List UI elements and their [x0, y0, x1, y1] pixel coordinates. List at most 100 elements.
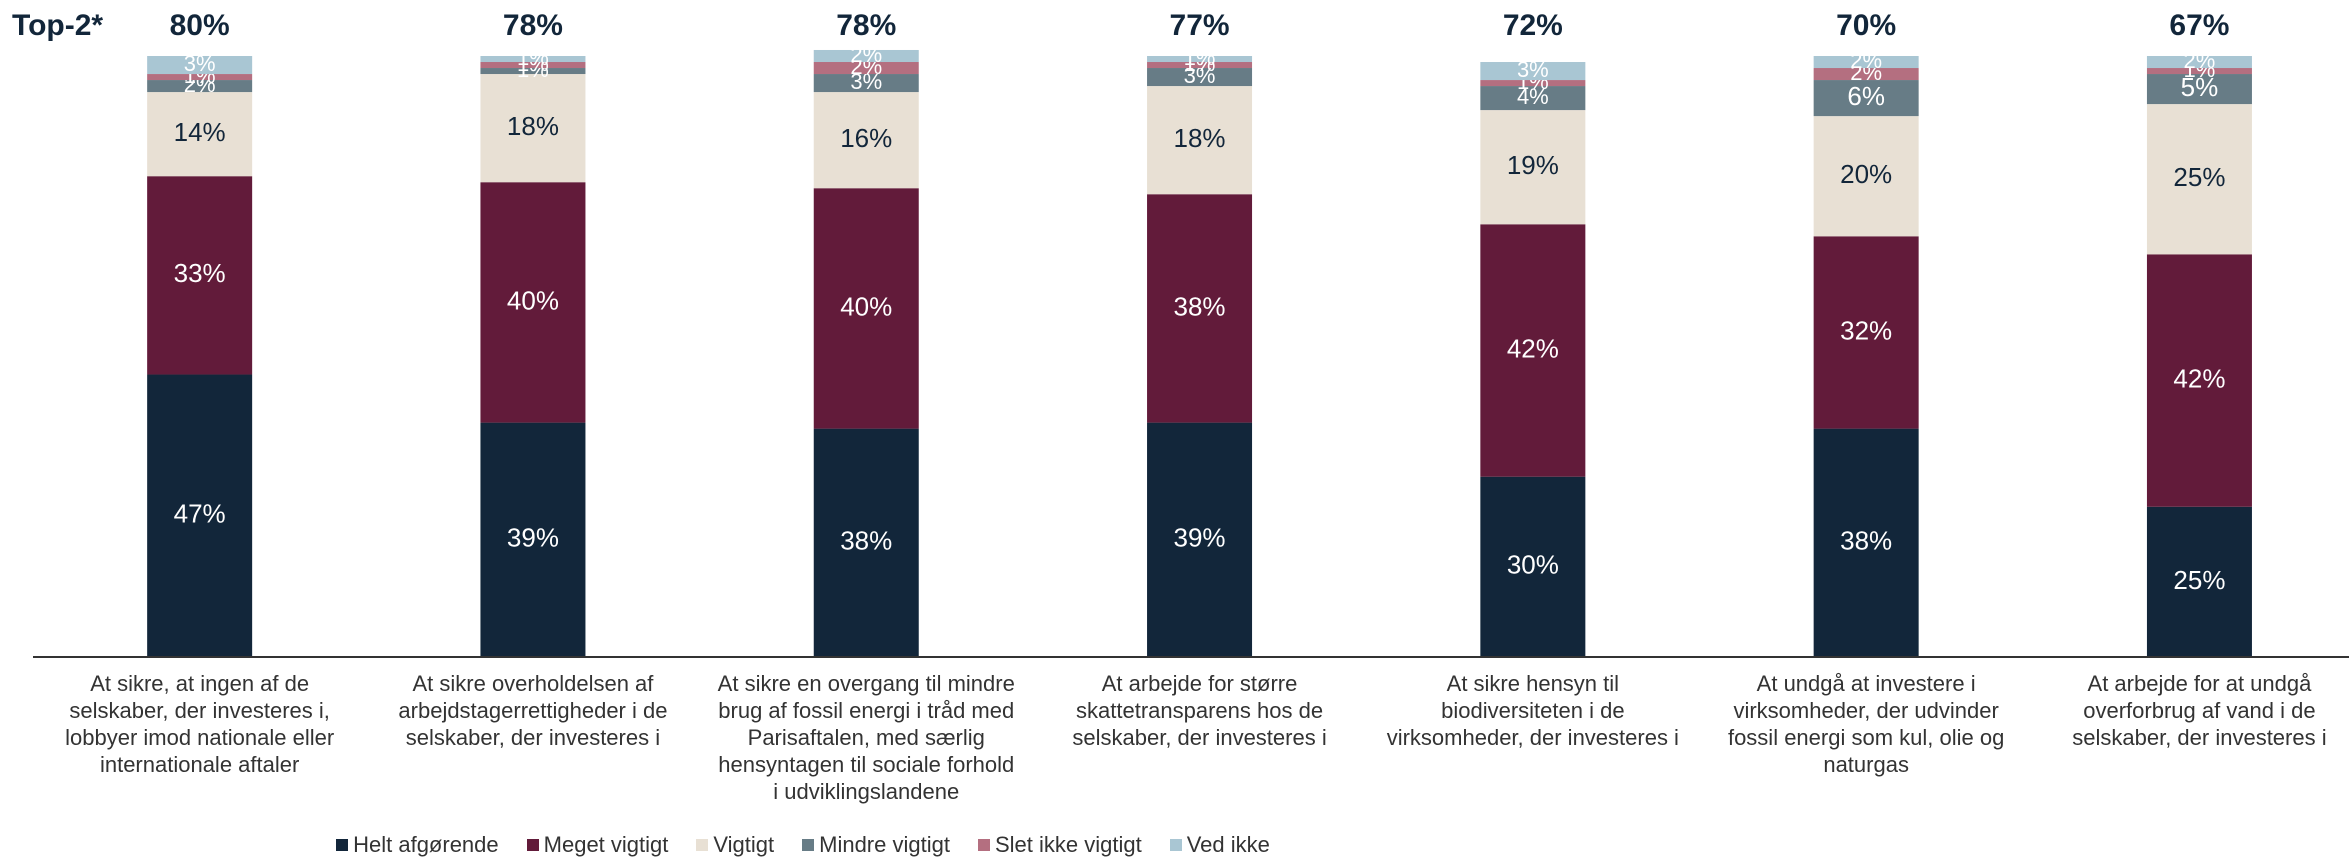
legend-swatch [1169, 839, 1182, 851]
legend-label: Ved ikke [1186, 832, 1270, 857]
data-label: 18% [507, 111, 559, 141]
bar-segment [480, 68, 586, 75]
top2-value: 77% [1170, 9, 1230, 42]
data-label: 2% [850, 42, 882, 67]
top2-label: Top-2* [12, 9, 103, 42]
data-label: 38% [1174, 291, 1226, 321]
data-label: 1% [1184, 45, 1216, 70]
data-label: 38% [840, 526, 892, 556]
legend: Helt afgørende Meget vigtigt Vigtigt Mindre… [0, 832, 1606, 858]
x-tick-label: At undgå at investere i virksomheder, de… [1727, 671, 2005, 777]
legend-label: Mindre vigtigt [819, 832, 950, 857]
data-label: 16% [840, 123, 892, 153]
data-label: 1% [517, 45, 549, 70]
legend-swatch [802, 839, 815, 851]
legend-swatch [696, 839, 709, 851]
legend-item: Vigtigt [696, 832, 774, 858]
data-label: 14% [174, 117, 226, 147]
data-label: 39% [507, 523, 559, 553]
x-tick-label: At arbejde for at undgå overforbrug af v… [2072, 671, 2327, 750]
bar-segment [1147, 62, 1253, 69]
bar-segment [1480, 62, 1586, 81]
bar-segment [1147, 68, 1253, 87]
bar-segment [1480, 224, 1586, 477]
data-label: 42% [1507, 333, 1559, 363]
bar-segment [813, 62, 919, 75]
data-label: 25% [2173, 565, 2225, 595]
bar-segment [1813, 428, 1919, 657]
legend-label: Meget vigtigt [543, 832, 669, 857]
bar-segment [2146, 56, 2252, 69]
data-label: 6% [1847, 81, 1885, 111]
bar-segment [147, 176, 253, 375]
bar-segment [147, 374, 253, 657]
legend-swatch [526, 839, 539, 851]
top2-value: 78% [503, 9, 563, 42]
bar-segment [1480, 86, 1586, 111]
x-tick-label: At sikre hensyn til biodiversiteten i de… [1386, 671, 1679, 750]
data-label: 4% [1517, 84, 1549, 109]
x-tick-label: At arbejde for større skattetransparens … [1072, 671, 1327, 750]
top2-value: 70% [1836, 9, 1896, 42]
x-tick-label: At sikre, at ingen af de selskaber, der … [65, 671, 335, 777]
bar-segment [1813, 116, 1919, 237]
top2-value: 72% [1503, 9, 1563, 42]
data-label: 3% [184, 51, 216, 76]
bar-segment [2146, 68, 2252, 75]
data-label: 3% [1517, 57, 1549, 82]
bar-segment [480, 422, 586, 657]
legend-swatch [336, 839, 349, 851]
legend-swatch [977, 839, 990, 851]
data-label: 38% [1840, 526, 1892, 556]
data-label: 39% [1174, 523, 1226, 553]
bar-segment [1813, 80, 1919, 117]
data-label: 42% [2173, 363, 2225, 393]
bar-segment [147, 56, 253, 75]
bar-segment [1147, 56, 1253, 63]
bar-segment [1147, 86, 1253, 195]
bar-segment [1480, 476, 1586, 657]
x-tick-label: At sikre en overgang til mindre brug af … [717, 671, 1015, 804]
legend-item: Meget vigtigt [526, 832, 669, 858]
legend-label: Helt afgørende [353, 832, 499, 857]
bar-segment [480, 182, 586, 423]
bar-segment [480, 56, 586, 63]
bar-segment [1480, 110, 1586, 225]
bar-segment [2146, 254, 2252, 507]
data-label: 1% [1184, 51, 1216, 76]
bar-segment [813, 74, 919, 93]
data-label: 40% [840, 291, 892, 321]
data-label: 40% [507, 285, 559, 315]
bar-segment [1480, 80, 1586, 87]
top2-value: 67% [2169, 9, 2229, 42]
bar-segment [813, 49, 919, 63]
data-label: 32% [1840, 315, 1892, 345]
bar-segment [813, 92, 919, 189]
bar-segment [147, 74, 253, 81]
bar-segment [147, 80, 253, 93]
bar-segment [813, 188, 919, 429]
data-label: 2% [1850, 48, 1882, 73]
data-label: 5% [2181, 72, 2219, 102]
data-label: 1% [517, 51, 549, 76]
legend-label: Vigtigt [713, 832, 775, 857]
bar-segment [2146, 104, 2252, 255]
top2-value: 78% [836, 9, 896, 42]
bar-segment [147, 92, 253, 177]
data-label: 47% [174, 499, 226, 529]
bar-segment [1813, 236, 1919, 429]
bar-segment [1147, 194, 1253, 423]
bar-segment [480, 74, 586, 183]
x-tick-label: At sikre overholdelsen af arbejdstagerre… [398, 671, 668, 750]
bar-segment [1147, 422, 1253, 657]
bar-segment [2146, 74, 2252, 105]
bar-segment [1813, 68, 1919, 81]
legend-item: Mindre vigtigt [802, 832, 950, 858]
bar-segment [1813, 56, 1919, 69]
legend-item: Helt afgørende [336, 832, 499, 858]
data-label: 18% [1174, 123, 1226, 153]
legend-item: Slet ikke vigtigt [977, 832, 1142, 858]
data-label: 19% [1507, 150, 1559, 180]
legend-item: Ved ikke [1169, 832, 1270, 858]
